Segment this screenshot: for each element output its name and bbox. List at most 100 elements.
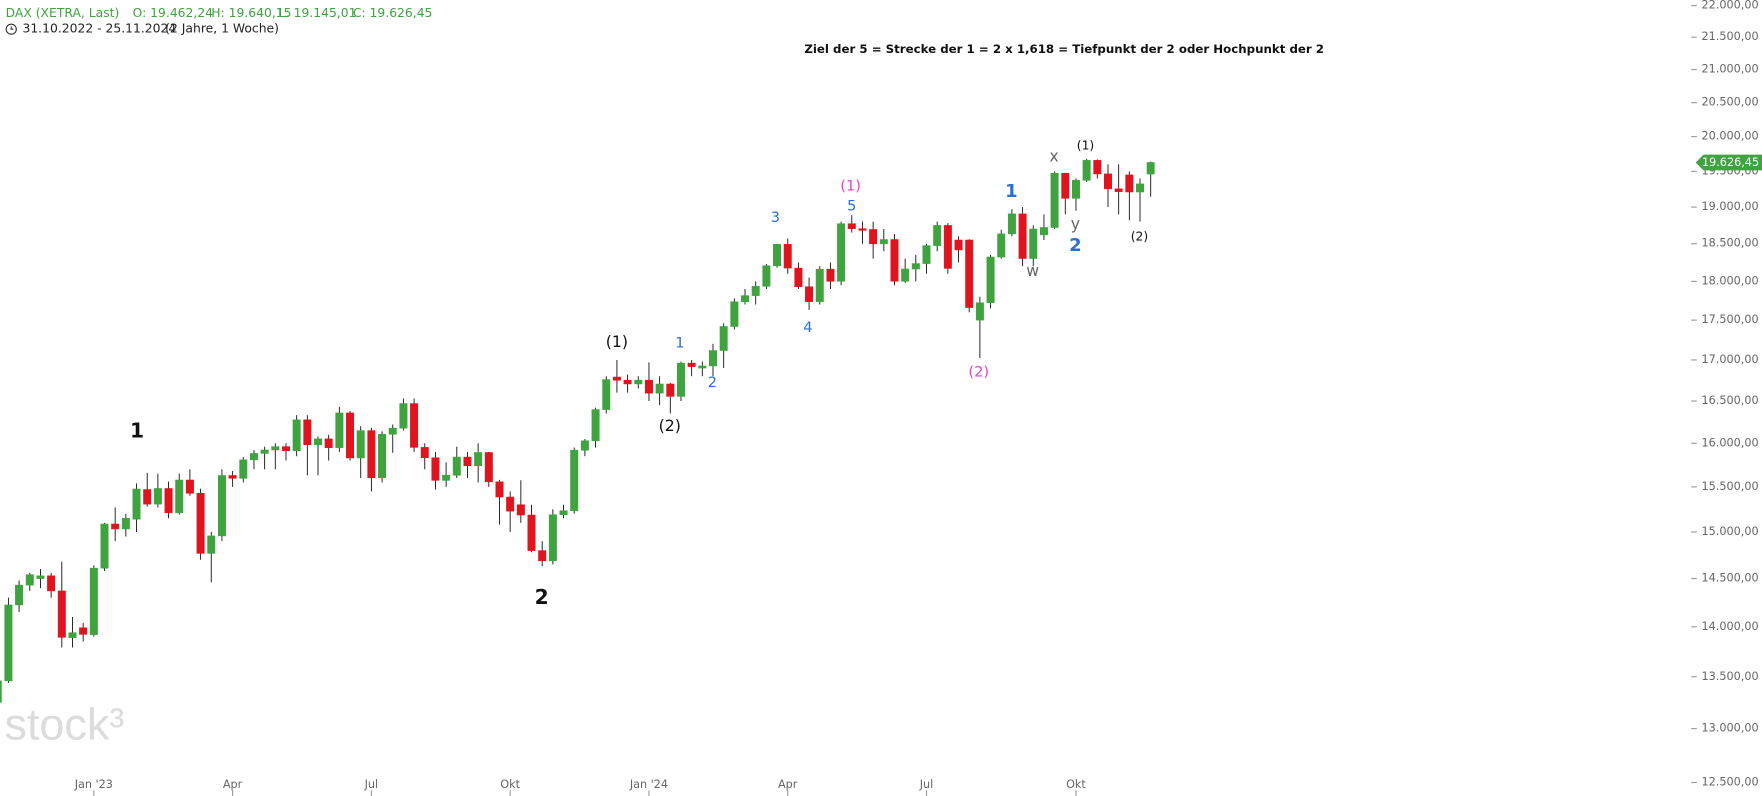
- candle-body: [805, 286, 814, 302]
- y-tick-label: 15.500,00: [1701, 480, 1758, 493]
- candle-body: [89, 567, 98, 635]
- candle-body: [741, 295, 750, 303]
- wave-label: 2: [535, 585, 549, 609]
- candle-body: [965, 239, 974, 308]
- candle-body: [1018, 213, 1027, 259]
- y-tick-label: 13.000,00: [1701, 722, 1758, 735]
- candle-body: [602, 379, 611, 410]
- candle-body: [847, 223, 856, 229]
- candle-body: [399, 403, 408, 429]
- y-tick-label: 15.000,00: [1701, 525, 1758, 538]
- y-tick-label: 18.000,00: [1701, 274, 1758, 287]
- candle-body: [346, 412, 355, 459]
- candle-body: [100, 523, 109, 569]
- candle-body: [47, 575, 56, 592]
- candle-body: [1039, 227, 1048, 236]
- y-tick-label: 18.500,00: [1701, 237, 1758, 250]
- candle-body: [474, 452, 483, 467]
- candle-body: [826, 268, 835, 282]
- y-tick-label: 20.000,00: [1701, 130, 1758, 143]
- header-symbol: DAX (XETRA, Last): [6, 6, 120, 20]
- wave-label: (2): [1131, 229, 1149, 243]
- header-ohlc: O: 19.462,24: [133, 6, 214, 20]
- y-tick-label: 19.000,00: [1701, 200, 1758, 213]
- candle-body: [79, 627, 88, 635]
- candle-body: [666, 383, 675, 397]
- candle-body: [121, 518, 130, 530]
- x-tick-label: Apr: [223, 778, 243, 791]
- candle-body: [15, 584, 24, 606]
- candle-body: [730, 301, 739, 327]
- candle-body: [1093, 160, 1102, 175]
- candle-body: [954, 239, 963, 251]
- x-tick-label: Apr: [778, 778, 798, 791]
- candle-body: [260, 449, 269, 454]
- candle-body: [815, 268, 824, 302]
- candle-body: [1125, 174, 1134, 193]
- candle-body: [484, 452, 493, 483]
- candle-body: [36, 575, 45, 579]
- candle-body: [612, 376, 621, 381]
- candle-body: [516, 504, 525, 516]
- candle-body: [1136, 183, 1145, 193]
- candle-body: [922, 245, 931, 264]
- candle-body: [794, 267, 803, 288]
- candle-body: [943, 225, 952, 269]
- candle-body: [1114, 188, 1123, 192]
- clock-hand: [10, 26, 14, 30]
- y-tick-label: 14.000,00: [1701, 620, 1758, 633]
- candle-body: [570, 449, 579, 511]
- candle-body: [591, 409, 600, 442]
- candle-body: [933, 225, 942, 246]
- candle-body: [292, 419, 301, 452]
- wave-label: (1): [1077, 138, 1095, 152]
- candle-body: [442, 474, 451, 481]
- candle-body: [175, 479, 184, 514]
- candle-body: [271, 446, 280, 451]
- y-tick-label: 21.000,00: [1701, 63, 1758, 76]
- candle-body: [762, 265, 771, 287]
- candle-body: [1050, 172, 1059, 228]
- candle-body: [719, 326, 728, 351]
- wave-label: (1): [840, 177, 861, 194]
- candle-body: [281, 446, 290, 452]
- wave-label: 3: [771, 209, 780, 226]
- y-tick-label: 21.500,00: [1701, 30, 1758, 43]
- candle-body: [559, 510, 568, 516]
- candle-body: [314, 438, 323, 446]
- wave-label: 1: [130, 419, 144, 443]
- candle-body: [634, 379, 643, 385]
- candle-body: [356, 430, 365, 459]
- candle-body: [751, 286, 760, 296]
- x-tick-label: Okt: [500, 778, 520, 791]
- candle-body: [687, 362, 696, 367]
- candle-body: [506, 496, 515, 512]
- candle-body: [644, 379, 653, 394]
- price-tag-label: 19.626,45: [1702, 156, 1759, 169]
- candle-body: [783, 244, 792, 269]
- candle-body: [410, 403, 419, 448]
- candle-body: [837, 223, 846, 282]
- candle-body: [709, 350, 717, 367]
- x-tick-label: Jan '23: [74, 778, 113, 791]
- y-tick-label: 16.500,00: [1701, 394, 1758, 407]
- candle-body: [431, 457, 440, 481]
- candle-body: [901, 268, 910, 282]
- candle-body: [4, 604, 13, 682]
- candle-body: [1061, 172, 1070, 199]
- y-tick-label: 14.500,00: [1701, 572, 1758, 585]
- wave-label: 1: [675, 335, 684, 352]
- candle-body: [1146, 162, 1155, 175]
- candle-body: [869, 229, 878, 245]
- wave-label: (2): [659, 416, 681, 435]
- wave-label: (1): [606, 332, 628, 351]
- candle-body: [538, 550, 547, 562]
- candle-body: [773, 244, 782, 267]
- y-tick-label: 16.000,00: [1701, 436, 1758, 449]
- header-span: (2 Jahre, 1 Woche): [165, 22, 279, 36]
- candle-body: [164, 488, 173, 514]
- candle-body: [196, 493, 205, 554]
- candle-body: [0, 680, 2, 703]
- header-range: 31.10.2022 - 25.11.2024: [22, 22, 176, 36]
